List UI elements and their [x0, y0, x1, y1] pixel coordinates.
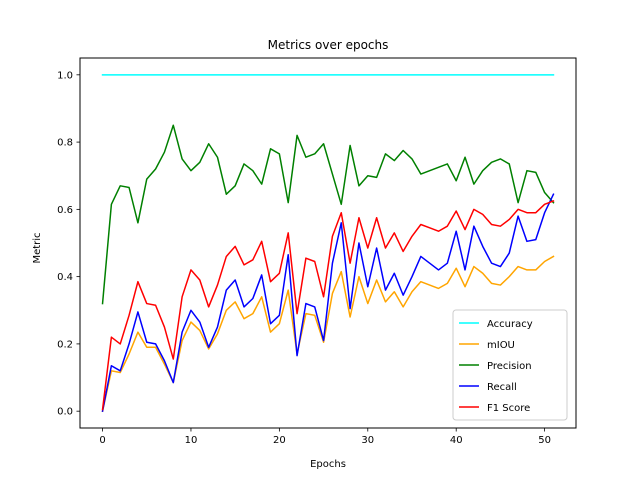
- y-tick-label: 1.0: [57, 70, 73, 81]
- legend-box: [452, 309, 568, 421]
- axes-frame: [79, 57, 577, 429]
- y-axis-ticks: 0.0 0.2 0.4 0.6 0.8 1.0: [57, 70, 80, 418]
- legend-label-precision: Precision: [487, 361, 532, 372]
- y-axis-label: Metric: [32, 232, 43, 263]
- x-tick-label: 50: [538, 435, 551, 446]
- series-line-precision: [101, 124, 555, 305]
- x-tick-label: 10: [185, 435, 198, 446]
- x-tick-label: 0: [99, 435, 105, 446]
- legend-label-recall: Recall: [487, 382, 517, 393]
- y-tick-label: 0.4: [57, 272, 73, 283]
- legend: Accuracy mIOU Precision Recall F1 Score: [452, 309, 568, 421]
- series-line-f1-score: [101, 199, 555, 411]
- x-axis-label: Epochs: [310, 459, 346, 470]
- y-tick-label: 0.2: [57, 339, 73, 350]
- x-axis-ticks: 0 10 20 30 40 50: [99, 428, 551, 446]
- legend-label-miou: mIOU: [487, 340, 515, 351]
- y-tick-label: 0.6: [57, 205, 73, 216]
- series-line-recall: [101, 193, 555, 413]
- legend-label-f1-score: F1 Score: [487, 403, 530, 414]
- legend-label-accuracy: Accuracy: [487, 319, 533, 330]
- y-tick-label: 0.0: [57, 407, 73, 418]
- plot-area: [79, 57, 577, 429]
- x-tick-label: 30: [361, 435, 374, 446]
- series-lines: [101, 74, 555, 413]
- x-tick-label: 20: [273, 435, 286, 446]
- y-tick-label: 0.8: [57, 138, 73, 149]
- x-tick-label: 40: [450, 435, 463, 446]
- chart-title: Metrics over epochs: [268, 38, 389, 52]
